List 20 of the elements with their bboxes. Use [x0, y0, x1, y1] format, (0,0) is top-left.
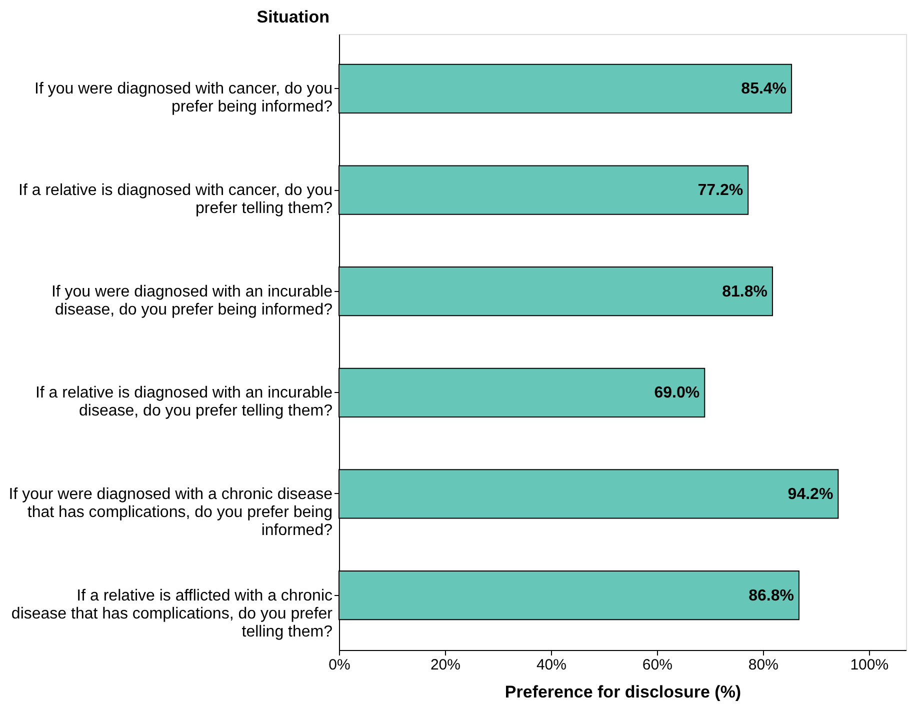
x-tick-label: 60% [642, 656, 672, 674]
y-tick-label: If you were diagnosed with cancer, do you prefer being informed? [34, 80, 333, 116]
data-label: 86.8% [748, 587, 794, 604]
x-tick-label: 80% [748, 656, 778, 674]
data-label: 69.0% [654, 384, 700, 402]
y-tick-label: If a relative is afflicted with a chronic disease that has complications, do you prefer telling them? [11, 587, 334, 640]
data-label: 77.2% [698, 182, 744, 200]
x-tick-label: 100% [850, 656, 889, 674]
y-axis-title: Situation [256, 8, 330, 26]
data-label: 81.8% [722, 283, 768, 300]
y-tick-label: If your were diagnosed with a chronic disease that has complications, do you prefer being informed? [8, 486, 333, 539]
y-tick-label: If a relative is diagnosed with an incurable disease, do you prefer telling them? [35, 384, 333, 420]
y-tick-label: If a relative is diagnosed with cancer, do you prefer telling them? [18, 182, 333, 218]
y-tick-label: If you were diagnosed with an incurable disease, do you prefer being informed? [51, 283, 333, 318]
x-axis-title: Preference for disclosure (%) [504, 682, 742, 702]
x-tick-label: 40% [536, 656, 566, 674]
x-tick-label: 20% [430, 656, 460, 674]
x-tick-label: 0% [328, 656, 350, 674]
data-label: 94.2% [788, 486, 834, 503]
data-label: 85.4% [741, 80, 787, 98]
